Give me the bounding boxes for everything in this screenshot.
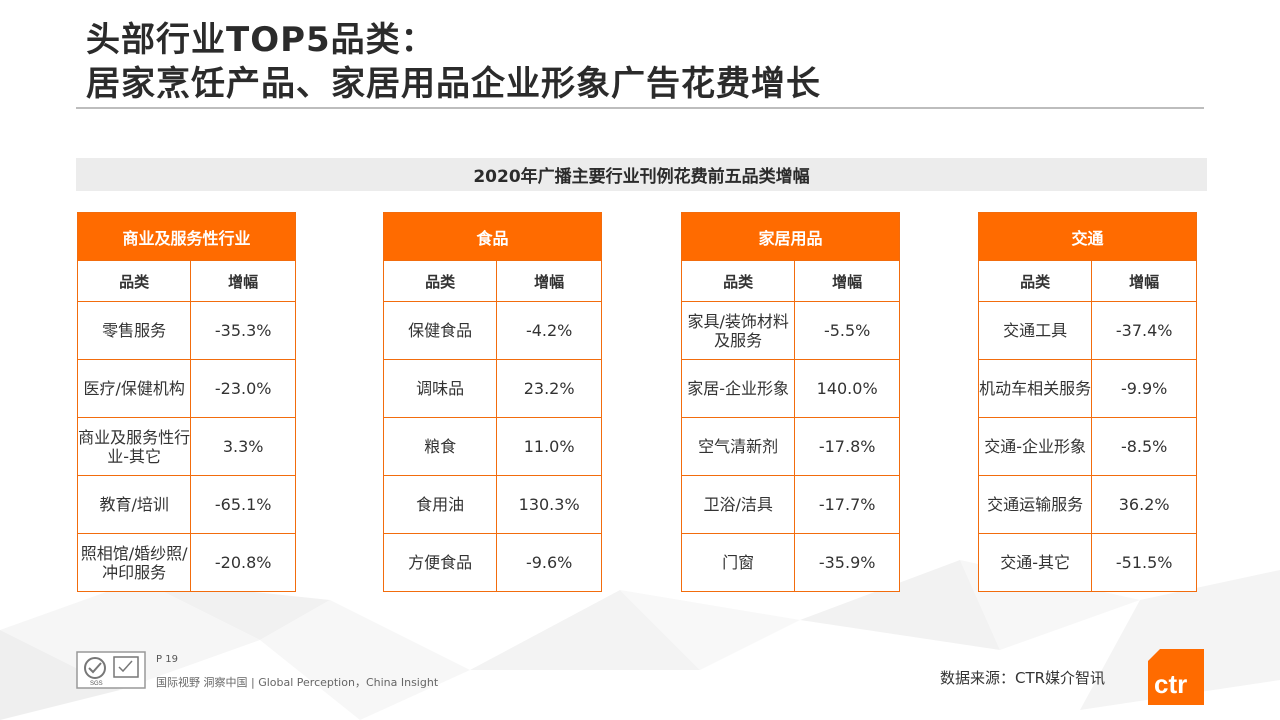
table-row: 零售服务 -35.3% bbox=[76, 301, 296, 360]
row-change: 36.2% bbox=[1091, 475, 1197, 534]
row-item: 交通运输服务 bbox=[977, 475, 1093, 534]
row-change: -4.2% bbox=[496, 301, 602, 360]
row-change: -37.4% bbox=[1091, 301, 1197, 360]
table-row: 机动车相关服务 -9.9% bbox=[977, 359, 1197, 418]
row-item: 粮食 bbox=[382, 417, 498, 476]
certification-logo: SGS bbox=[76, 651, 146, 689]
table-row: 粮食 11.0% bbox=[382, 417, 602, 476]
row-change: 3.3% bbox=[190, 417, 296, 476]
category-table-household: 家居用品 品类 增幅 家具/装饰材料及服务 -5.5% 家居-企业形象 140.0%… bbox=[680, 212, 900, 592]
page-title: 头部行业TOP5品类： 居家烹饪产品、家居用品企业形象广告花费增长 bbox=[86, 18, 821, 106]
table-row: 商业及服务性行业-其它 3.3% bbox=[76, 417, 296, 476]
row-change: 23.2% bbox=[496, 359, 602, 418]
row-change: -35.9% bbox=[794, 533, 900, 592]
row-item: 门窗 bbox=[680, 533, 796, 592]
background-facets bbox=[0, 560, 1280, 720]
table-row: 医疗/保健机构 -23.0% bbox=[76, 359, 296, 418]
row-change: -8.5% bbox=[1091, 417, 1197, 476]
table-row: 保健食品 -4.2% bbox=[382, 301, 602, 360]
row-change: 11.0% bbox=[496, 417, 602, 476]
page-title-line2: 居家烹饪产品、家居用品企业形象广告花费增长 bbox=[86, 64, 821, 104]
table-row: 家具/装饰材料及服务 -5.5% bbox=[680, 301, 900, 360]
table-category-header: 交通 bbox=[978, 212, 1197, 261]
table-category-header: 商业及服务性行业 bbox=[77, 212, 296, 261]
row-item: 机动车相关服务 bbox=[977, 359, 1093, 418]
category-table-business-services: 商业及服务性行业 品类 增幅 零售服务 -35.3% 医疗/保健机构 -23.0% … bbox=[76, 212, 296, 592]
row-change: 130.3% bbox=[496, 475, 602, 534]
table-row: 家居-企业形象 140.0% bbox=[680, 359, 900, 418]
certification-logo-text: SGS bbox=[90, 681, 103, 687]
row-item: 交通-企业形象 bbox=[977, 417, 1093, 476]
column-header-item: 品类 bbox=[382, 260, 498, 302]
row-change: 140.0% bbox=[794, 359, 900, 418]
section-heading-text: 2020年广播主要行业刊例花费前五品类增幅 bbox=[473, 167, 810, 187]
data-source: 数据来源：CTR媒介智讯 bbox=[940, 669, 1106, 687]
table-row: 方便食品 -9.6% bbox=[382, 533, 602, 592]
category-table-food: 食品 品类 增幅 保健食品 -4.2% 调味品 23.2% 粮食 11.0% 食用油 1… bbox=[382, 212, 602, 592]
row-change: -5.5% bbox=[794, 301, 900, 360]
table-row: 交通-企业形象 -8.5% bbox=[977, 417, 1197, 476]
row-item: 零售服务 bbox=[76, 301, 192, 360]
table-category-header: 家居用品 bbox=[681, 212, 900, 261]
column-header-change: 增幅 bbox=[794, 260, 900, 302]
table-row: 教育/培训 -65.1% bbox=[76, 475, 296, 534]
row-change: -23.0% bbox=[190, 359, 296, 418]
table-row: 交通-其它 -51.5% bbox=[977, 533, 1197, 592]
row-change: -9.6% bbox=[496, 533, 602, 592]
row-change: -35.3% bbox=[190, 301, 296, 360]
column-header-change: 增幅 bbox=[1091, 260, 1197, 302]
ctr-logo: ctr bbox=[1148, 649, 1204, 705]
row-change: -51.5% bbox=[1091, 533, 1197, 592]
row-change: -65.1% bbox=[190, 475, 296, 534]
table-row: 食用油 130.3% bbox=[382, 475, 602, 534]
row-change: -20.8% bbox=[190, 533, 296, 592]
row-item: 商业及服务性行业-其它 bbox=[76, 417, 192, 476]
column-header-item: 品类 bbox=[977, 260, 1093, 302]
row-item: 教育/培训 bbox=[76, 475, 192, 534]
page-number: P 19 bbox=[156, 654, 178, 665]
table-row: 门窗 -35.9% bbox=[680, 533, 900, 592]
column-header-change: 增幅 bbox=[496, 260, 602, 302]
column-header-item: 品类 bbox=[680, 260, 796, 302]
row-item: 食用油 bbox=[382, 475, 498, 534]
table-row: 调味品 23.2% bbox=[382, 359, 602, 418]
row-item: 调味品 bbox=[382, 359, 498, 418]
row-item: 空气清新剂 bbox=[680, 417, 796, 476]
row-item: 家居-企业形象 bbox=[680, 359, 796, 418]
row-item: 交通-其它 bbox=[977, 533, 1093, 592]
table-category-header: 食品 bbox=[383, 212, 602, 261]
row-change: -9.9% bbox=[1091, 359, 1197, 418]
column-header-change: 增幅 bbox=[190, 260, 296, 302]
table-row: 交通运输服务 36.2% bbox=[977, 475, 1197, 534]
table-row: 空气清新剂 -17.8% bbox=[680, 417, 900, 476]
title-divider bbox=[76, 107, 1204, 109]
ctr-logo-text: ctr bbox=[1154, 669, 1187, 699]
row-change: -17.7% bbox=[794, 475, 900, 534]
section-heading: 2020年广播主要行业刊例花费前五品类增幅 bbox=[76, 158, 1207, 191]
row-item: 照相馆/婚纱照/冲印服务 bbox=[76, 533, 192, 592]
table-row: 交通工具 -37.4% bbox=[977, 301, 1197, 360]
row-item: 保健食品 bbox=[382, 301, 498, 360]
page-title-line1: 头部行业TOP5品类： bbox=[86, 20, 436, 60]
row-item: 家具/装饰材料及服务 bbox=[680, 301, 796, 360]
category-table-transport: 交通 品类 增幅 交通工具 -37.4% 机动车相关服务 -9.9% 交通-企业形象… bbox=[977, 212, 1197, 592]
footer-tagline: 国际视野 洞察中国 | Global Perception，China Insi… bbox=[156, 676, 439, 689]
row-item: 交通工具 bbox=[977, 301, 1093, 360]
column-header-item: 品类 bbox=[76, 260, 192, 302]
row-item: 方便食品 bbox=[382, 533, 498, 592]
row-item: 卫浴/洁具 bbox=[680, 475, 796, 534]
table-row: 照相馆/婚纱照/冲印服务 -20.8% bbox=[76, 533, 296, 592]
row-change: -17.8% bbox=[794, 417, 900, 476]
table-row: 卫浴/洁具 -17.7% bbox=[680, 475, 900, 534]
row-item: 医疗/保健机构 bbox=[76, 359, 192, 418]
